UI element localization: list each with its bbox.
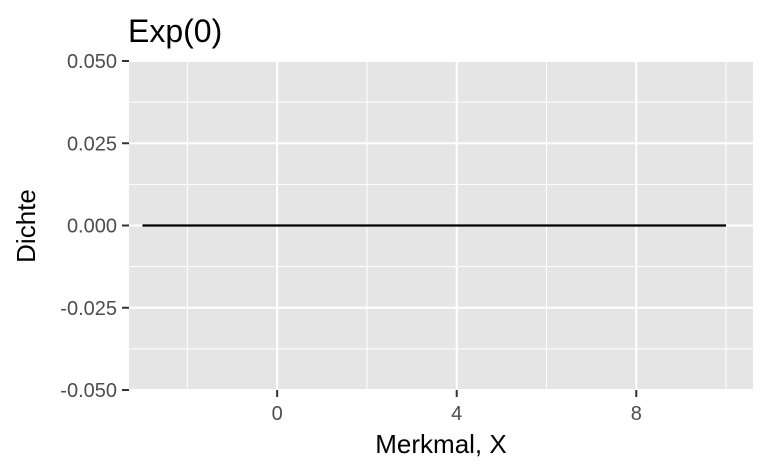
x-axis-title: Merkmal, X (375, 429, 506, 459)
y-tick-label: -0.050 (60, 380, 117, 402)
y-tick-label: 0.025 (67, 133, 117, 155)
y-tick-label: 0.050 (67, 51, 117, 73)
x-axis: 0 4 8 (272, 390, 642, 425)
x-tick-label: 0 (272, 403, 283, 425)
x-tick-label: 8 (631, 403, 642, 425)
x-tick-label: 4 (451, 403, 462, 425)
y-axis-title: Dichte (11, 189, 41, 263)
y-tick-label: -0.025 (60, 298, 117, 320)
y-tick-label: 0.000 (67, 216, 117, 238)
y-axis: -0.050 -0.025 0.000 0.025 0.050 (60, 51, 129, 402)
chart-title: Exp(0) (128, 13, 222, 49)
